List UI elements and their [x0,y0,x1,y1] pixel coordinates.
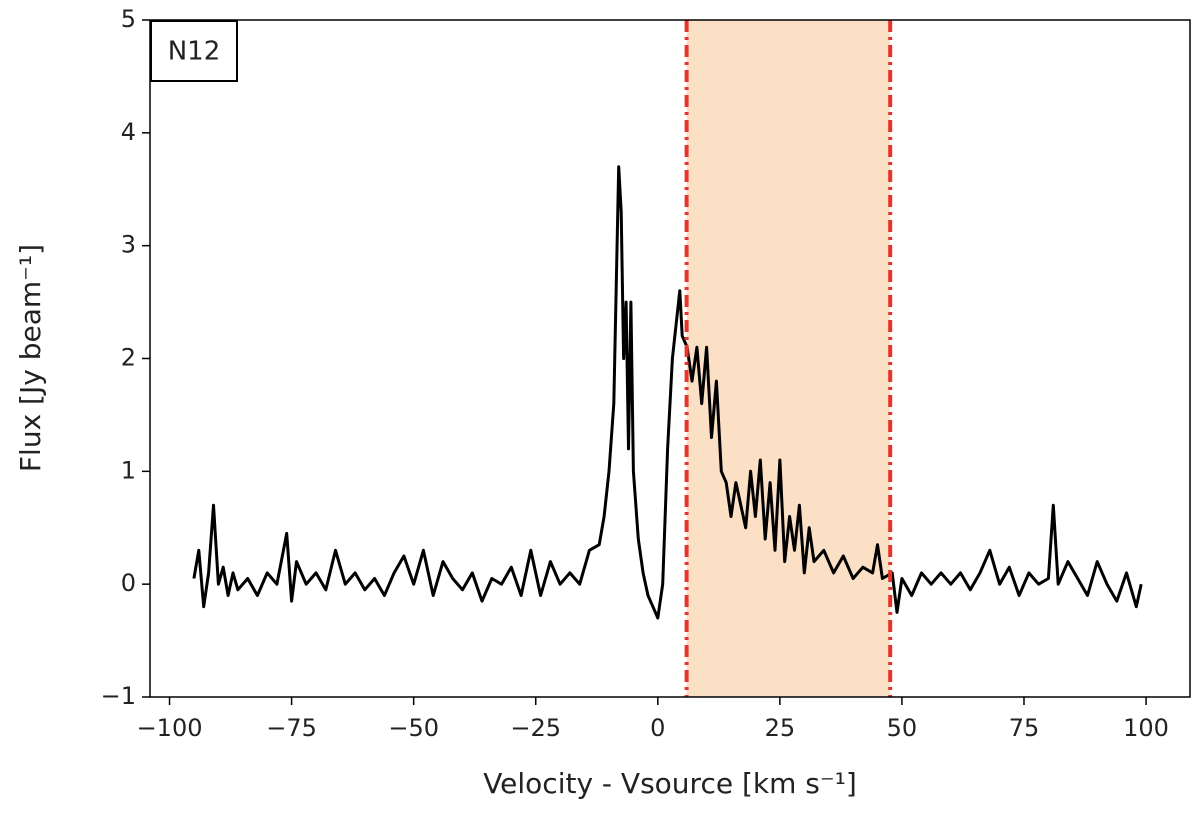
x-tick-label: −25 [510,714,561,742]
spectrum-line [192,165,1143,620]
annotation-box [150,20,238,82]
y-tick-label: 0 [121,569,136,597]
y-axis-label: Flux [Jy beam⁻¹] [14,244,47,472]
shaded-region [686,20,891,697]
annotation: N12 [168,37,221,67]
y-tick-label: 1 [121,456,136,484]
x-axis-label: Velocity - Vsource [km s⁻¹] [483,767,857,800]
plot-frame [149,19,1191,698]
y-tick-label: 5 [121,5,136,33]
x-tick-label: 75 [1009,714,1040,742]
x-tick-label: −100 [137,714,203,742]
x-tick-label: 0 [650,714,665,742]
y-tick-label: −1 [101,682,136,710]
x-tick-label: 100 [1123,714,1169,742]
x-tick-label: 50 [887,714,918,742]
y-tick-label: 2 [121,344,136,372]
x-tick-label: −75 [266,714,317,742]
x-tick-label: 25 [765,714,796,742]
y-tick-label: 3 [121,231,136,259]
x-tick-label: −50 [388,714,439,742]
y-tick-label: 4 [121,118,136,146]
